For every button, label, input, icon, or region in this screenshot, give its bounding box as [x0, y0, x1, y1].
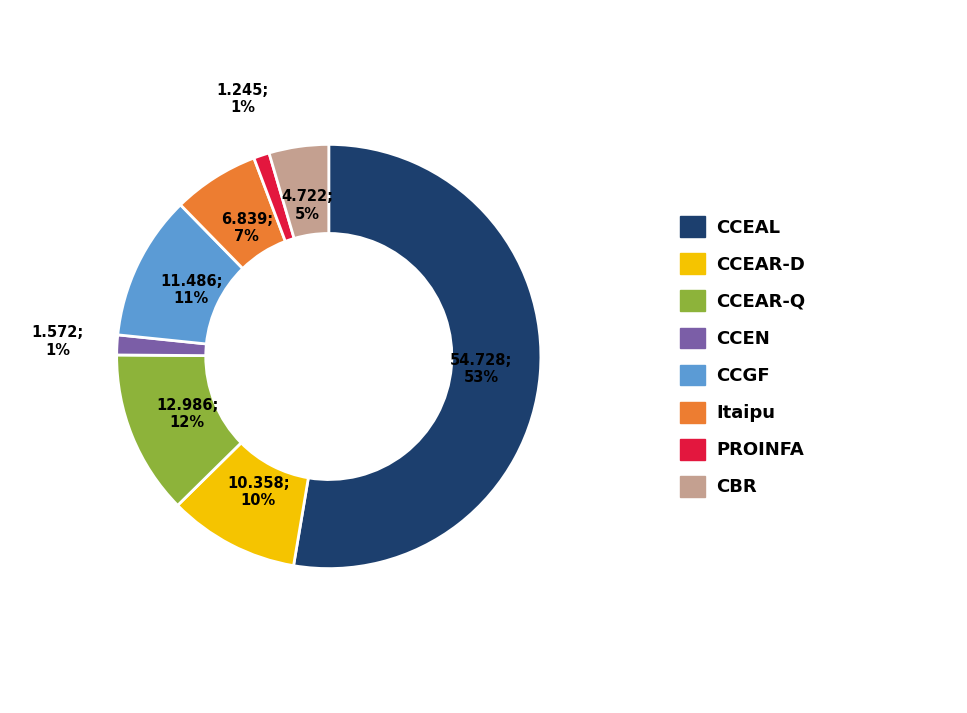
- Text: 10.358;
10%: 10.358; 10%: [227, 476, 289, 508]
- Legend: CCEAL, CCEAR-D, CCEAR-Q, CCEN, CCGF, Itaipu, PROINFA, CBR: CCEAL, CCEAR-D, CCEAR-Q, CCEN, CCGF, Ita…: [673, 209, 812, 504]
- Wedge shape: [178, 443, 308, 565]
- Wedge shape: [118, 205, 243, 344]
- Text: 54.728;
53%: 54.728; 53%: [450, 353, 513, 386]
- Wedge shape: [181, 158, 285, 269]
- Wedge shape: [117, 335, 206, 356]
- Text: 1.572;
1%: 1.572; 1%: [32, 325, 84, 358]
- Wedge shape: [254, 153, 294, 242]
- Text: 4.722;
5%: 4.722; 5%: [281, 189, 333, 222]
- Text: 11.486;
11%: 11.486; 11%: [160, 274, 222, 307]
- Wedge shape: [269, 145, 329, 238]
- Wedge shape: [294, 145, 541, 568]
- Text: 1.245;
1%: 1.245; 1%: [217, 83, 269, 116]
- Text: 12.986;
12%: 12.986; 12%: [156, 398, 219, 430]
- Text: 33.320 associados
a 103.784 MW
médios
transacionados: 33.320 associados a 103.784 MW médios tr…: [232, 307, 425, 406]
- Text: 6.839;
7%: 6.839; 7%: [220, 212, 273, 244]
- Wedge shape: [117, 355, 241, 506]
